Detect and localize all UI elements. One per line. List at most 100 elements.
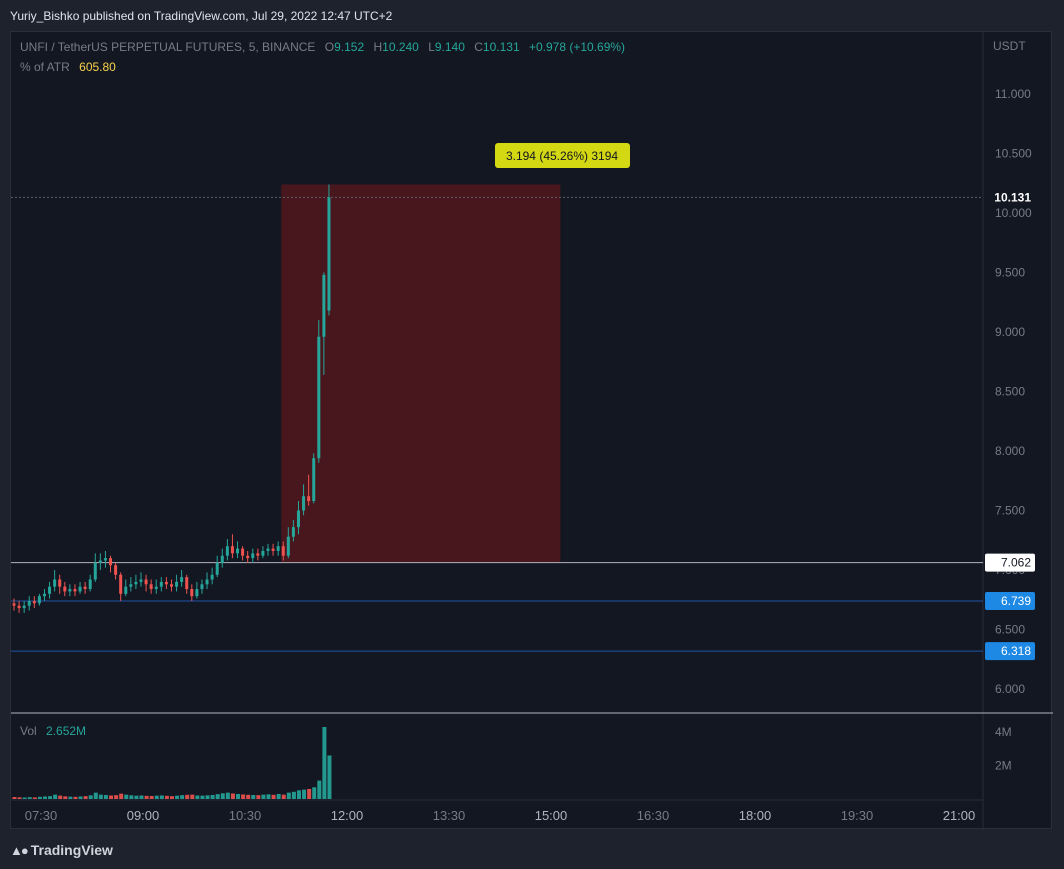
time-tick-label: 13:30: [433, 808, 466, 823]
candle-body: [32, 600, 36, 604]
volume-bar: [83, 796, 88, 799]
candle-body: [134, 581, 138, 585]
volume-bar: [58, 795, 63, 799]
logo-icon: ▲●: [10, 843, 29, 858]
candle-body: [22, 605, 26, 609]
candle: [205, 572, 209, 590]
candle-body: [322, 274, 326, 337]
volume-bar: [307, 788, 312, 799]
candle-body: [302, 496, 306, 511]
price-label-text: 6.318: [1001, 644, 1031, 658]
atr-label: % of ATR: [20, 60, 70, 74]
candle-body: [276, 546, 280, 551]
price-tick-label: 7.500: [995, 504, 1025, 518]
volume-bar: [12, 796, 17, 799]
volume-bar: [190, 794, 195, 799]
candle-body: [307, 496, 311, 501]
symbol-legend: UNFI / TetherUS PERPETUAL FUTURES, 5, BI…: [20, 40, 625, 54]
volume-bar: [73, 796, 78, 799]
time-tick-label: 18:00: [739, 808, 772, 823]
candle-body: [48, 586, 52, 594]
candle-body: [63, 586, 67, 592]
volume-bar: [281, 794, 286, 799]
candle: [129, 577, 133, 592]
low-label: L: [428, 40, 435, 54]
candle-body: [12, 603, 16, 606]
open-value: 9.152: [334, 40, 364, 54]
candlestick-chart[interactable]: 11.000 10.500 10.000 9.500 9.000 8.500 8.000 7.…: [11, 32, 1053, 830]
candle-body: [271, 548, 275, 551]
candle-body: [58, 579, 62, 587]
candle: [32, 596, 36, 609]
volume-bar: [42, 796, 47, 799]
volume-bar: [256, 795, 261, 799]
candle: [220, 548, 224, 568]
candle-body: [190, 589, 194, 597]
volume-axis-ticks: 4M 2M: [995, 725, 1012, 772]
candle-body: [175, 581, 179, 587]
price-label-bg: [985, 592, 1035, 611]
candle-body: [139, 579, 143, 582]
candle: [154, 579, 158, 594]
volume-bar: [271, 794, 276, 799]
volume-bar: [88, 795, 93, 799]
candle-body: [200, 584, 204, 590]
volume-bar: [241, 794, 246, 799]
close-label: C: [474, 40, 483, 54]
price-tick-label: 6.000: [995, 682, 1025, 696]
candle: [246, 550, 250, 563]
price-tick-label: 11.000: [995, 87, 1031, 101]
volume-bar: [180, 795, 185, 799]
price-label-bg: [985, 553, 1035, 572]
candle: [210, 567, 214, 585]
volume-bar: [103, 794, 108, 799]
candle: [48, 581, 52, 599]
volume-tick-label: 2M: [995, 759, 1012, 773]
candle-body: [291, 527, 295, 537]
candle-body: [88, 579, 92, 590]
volume-bar: [286, 792, 291, 799]
candle: [256, 548, 260, 561]
candle-body: [185, 577, 189, 590]
time-tick-label: 21:00: [943, 808, 976, 823]
candle: [195, 581, 199, 599]
candle: [175, 574, 179, 592]
candle-body: [215, 562, 219, 575]
currency-label: USDT: [993, 39, 1026, 53]
candle-body: [93, 562, 97, 580]
chart-frame[interactable]: 11.000 10.500 10.000 9.500 9.000 8.500 8.000 7.…: [10, 31, 1053, 830]
candle-body: [256, 553, 260, 556]
candle-body: [103, 558, 107, 561]
candle-body: [124, 586, 128, 594]
candle-body: [109, 558, 113, 566]
volume-bar: [266, 794, 271, 799]
volume-bar: [63, 796, 68, 799]
candle-body: [17, 605, 21, 609]
time-tick-label: 15:00: [535, 808, 568, 823]
volume-bar: [159, 795, 164, 799]
change-value: +0.978 (+10.69%): [529, 40, 625, 54]
candle: [124, 579, 128, 597]
measure-tag-text: 3.194 (45.26%) 3194: [506, 149, 618, 163]
candle-body: [98, 560, 102, 563]
price-label-text: 10.131: [994, 190, 1031, 204]
candle: [180, 570, 184, 587]
candle-body: [205, 579, 209, 585]
candle: [169, 579, 173, 592]
candle: [159, 577, 163, 592]
candle: [266, 543, 270, 556]
volume-bar: [185, 794, 190, 799]
price-tick-label: 9.000: [995, 325, 1025, 339]
volume-bar: [276, 793, 281, 799]
candle-body: [53, 579, 57, 587]
time-tick-label: 12:00: [331, 808, 364, 823]
price-tick-label: 9.500: [995, 266, 1025, 280]
candle-body: [42, 593, 46, 597]
logo-text: TradingView: [30, 842, 113, 858]
candle: [236, 541, 240, 559]
candle-body: [317, 336, 321, 459]
candle-body: [312, 458, 316, 501]
candle-body: [83, 586, 87, 590]
volume-bar: [154, 795, 159, 799]
tradingview-logo[interactable]: ▲● TradingView: [10, 842, 113, 858]
